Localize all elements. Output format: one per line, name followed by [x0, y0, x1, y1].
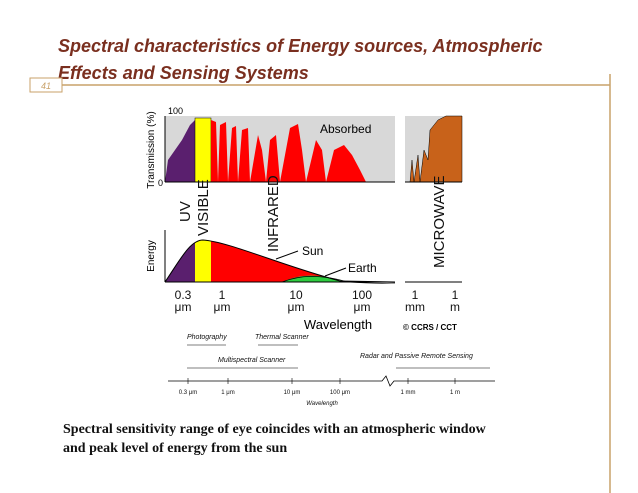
tick-label: 0.3 [175, 288, 192, 302]
system-label: Multispectral Scanner [218, 357, 286, 364]
tick-label: μm [354, 300, 371, 314]
tick-label: mm [405, 300, 425, 314]
infrared-band [211, 120, 366, 182]
tick-label: 0 [158, 178, 163, 188]
axis-label: Energy [146, 240, 157, 272]
energy-visible [195, 240, 211, 282]
label: Absorbed [320, 122, 371, 136]
scale-label: 100 μm [330, 390, 350, 396]
tick-label: 1 [219, 288, 226, 302]
tick-label: 100 [168, 106, 183, 116]
scale-line [168, 375, 495, 387]
scale-label: 10 μm [284, 390, 301, 396]
caption-line: Spectral sensitivity range of eye coinci… [63, 422, 487, 437]
tick-label: μm [288, 300, 305, 314]
tick-label: 100 [352, 288, 372, 302]
region-label: INFRARED [265, 175, 282, 252]
title-line: Effects and Sensing Systems [58, 63, 309, 83]
energy-curve [164, 239, 396, 283]
uv-band [165, 120, 195, 182]
tick-label: 1 [452, 288, 459, 302]
caption-line: and peak level of energy from the sun [63, 441, 287, 456]
scale-label: 1 μm [221, 390, 234, 396]
system-label: Thermal Scanner [255, 334, 309, 341]
tick-label: 1 [412, 288, 419, 302]
axis-label: Transmission (%) [146, 111, 157, 188]
pointer [275, 250, 299, 260]
slide-number: 41 [41, 81, 51, 91]
label: Earth [348, 261, 377, 275]
wavelength-ticks: 0.3 μm 1 μm 10 μm 100 μm 1 mm 1 m [175, 288, 460, 314]
title-line: Spectral characteristics of Energy sourc… [58, 36, 543, 56]
scale-axis-label: Wavelength [306, 401, 338, 407]
visible-band [194, 117, 212, 183]
scale-ticks [187, 378, 456, 384]
region-label: UV [177, 201, 194, 222]
tick-label: m [450, 300, 460, 314]
tick-label: μm [175, 300, 192, 314]
energy-uv [165, 242, 195, 282]
system-label: Radar and Passive Remote Sensing [360, 353, 473, 360]
credit: © CCRS / CCT [403, 323, 457, 332]
scale-label: 1 m [450, 390, 460, 396]
tick-label: μm [214, 300, 231, 314]
region-label: VISIBLE [195, 179, 212, 236]
tick-label: 10 [289, 288, 303, 302]
slide-number-box [29, 77, 63, 93]
label: Sun [302, 244, 323, 258]
energy-earth [282, 275, 348, 282]
scale-label: 1 mm [401, 390, 416, 396]
system-label: Photography [187, 334, 227, 341]
scale-label: 0.3 μm [179, 390, 197, 396]
axis-label: Wavelength [304, 317, 372, 332]
pointer [324, 267, 347, 277]
region-label: MICROWAVE [431, 176, 448, 269]
